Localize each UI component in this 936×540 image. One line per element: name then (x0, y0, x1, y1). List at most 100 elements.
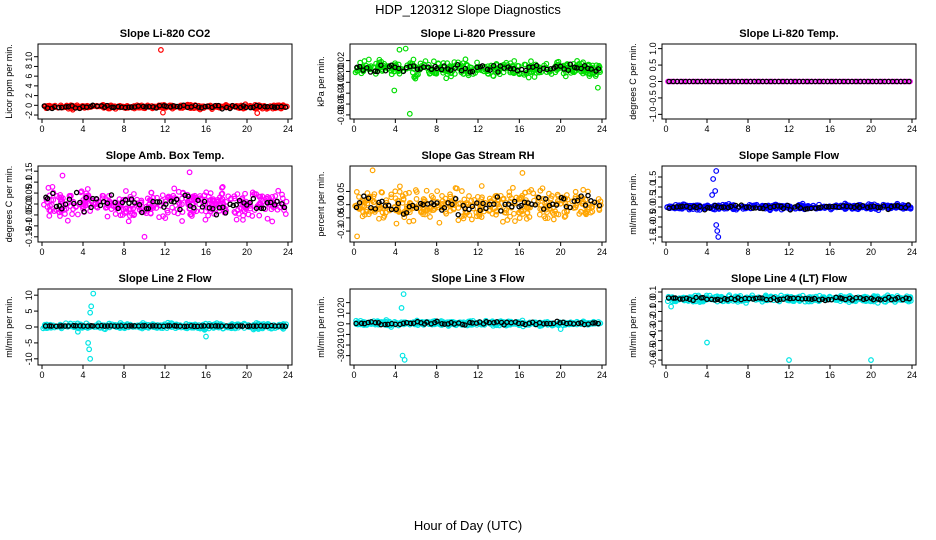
black-point (571, 198, 577, 204)
x-tick-label: 4 (80, 124, 85, 134)
y-tick-label: 0 (24, 324, 34, 329)
black-point (195, 104, 202, 110)
black-point (53, 203, 60, 210)
data-point (580, 70, 586, 77)
data-point (45, 184, 52, 191)
data-point (171, 209, 178, 216)
black-point (139, 209, 145, 216)
black-point (250, 195, 257, 202)
black-point (267, 199, 274, 206)
black-point (243, 202, 250, 208)
data-point (668, 78, 675, 85)
x-tick-label: 0 (39, 124, 44, 134)
black-point (232, 104, 239, 110)
data-point (356, 194, 362, 200)
outlier-point (868, 357, 874, 363)
data-point (409, 69, 416, 76)
outlier-point (85, 340, 92, 346)
data-point (561, 214, 568, 220)
data-point (202, 216, 209, 223)
black-point (56, 104, 62, 111)
x-tick-label: 0 (663, 124, 668, 134)
y-tick-label: 0.1 (648, 286, 658, 299)
black-point (122, 104, 129, 111)
data-point (171, 185, 178, 192)
data-point (269, 193, 276, 200)
x-tick-label: 24 (283, 370, 293, 380)
black-point (163, 201, 169, 207)
data-point (854, 78, 861, 85)
data-point (392, 195, 399, 202)
black-point (483, 205, 489, 212)
y-axis-label: kPa per min. (316, 56, 326, 107)
y-tick-label: -10 (24, 352, 34, 365)
data-point (574, 58, 581, 64)
panel-title: Slope Li-820 Pressure (421, 28, 536, 40)
data-point (364, 200, 371, 207)
black-point (467, 69, 473, 75)
y-tick-label: -0.06 (336, 94, 346, 115)
black-point (466, 206, 472, 213)
data-point (422, 58, 429, 65)
black-point (378, 62, 384, 68)
data-point (388, 71, 395, 78)
outlier-point (668, 303, 675, 310)
black-point (372, 206, 379, 212)
panel-title: Slope Sample Flow (739, 150, 840, 162)
black-point (376, 199, 382, 206)
data-point (169, 204, 176, 211)
points (41, 47, 290, 116)
points (40, 290, 290, 362)
x-tick-label: 0 (39, 370, 44, 380)
data-point (103, 197, 110, 204)
black-point (177, 206, 183, 213)
y-tick-label: 0.5 (648, 59, 658, 72)
outlier-point (713, 222, 720, 228)
black-point (403, 210, 410, 216)
black-point (469, 203, 476, 210)
black-point (582, 202, 589, 208)
y-tick-label: 10 (24, 290, 34, 300)
x-tick-label: 20 (242, 124, 252, 134)
outlier-point (254, 110, 261, 116)
black-point (59, 205, 65, 212)
y-tick-label: 0 (336, 321, 346, 326)
figure-title: HDP_120312 Slope Diagnostics (375, 2, 561, 17)
data-point (487, 198, 494, 205)
outlier-point (141, 233, 148, 240)
data-point (537, 206, 544, 212)
black-point (71, 200, 77, 207)
black-point (222, 210, 229, 216)
black-point (156, 199, 163, 205)
black-point (374, 68, 381, 75)
black-point (363, 65, 370, 71)
y-tick-label: 0.02 (336, 52, 346, 70)
x-tick-label: 20 (866, 247, 876, 257)
black-point (498, 208, 504, 214)
black-point (73, 189, 80, 196)
black-point (119, 199, 126, 206)
x-tick-label: 8 (434, 124, 439, 134)
x-tick-label: 24 (907, 124, 917, 134)
data-point (406, 189, 412, 196)
data-point (100, 193, 107, 199)
y-tick-label: 0.05 (24, 184, 34, 202)
black-point (547, 66, 554, 72)
data-point (462, 56, 469, 63)
black-point (494, 194, 501, 200)
data-point (361, 58, 368, 64)
black-point (382, 67, 389, 74)
black-point (410, 63, 417, 69)
black-point (588, 66, 594, 72)
panel-7: Slope Line 2 Flow 0 4 8 12 16 20 24 -10 -5 0 5 10 ml/… (4, 273, 293, 380)
outlier-point (713, 168, 720, 174)
black-point (581, 63, 588, 69)
x-tick-label: 12 (473, 124, 483, 134)
black-point (128, 104, 135, 110)
black-point (462, 65, 469, 72)
data-point (50, 197, 57, 203)
black-point (66, 196, 73, 202)
black-point (565, 67, 572, 73)
x-tick-label: 8 (745, 247, 750, 257)
